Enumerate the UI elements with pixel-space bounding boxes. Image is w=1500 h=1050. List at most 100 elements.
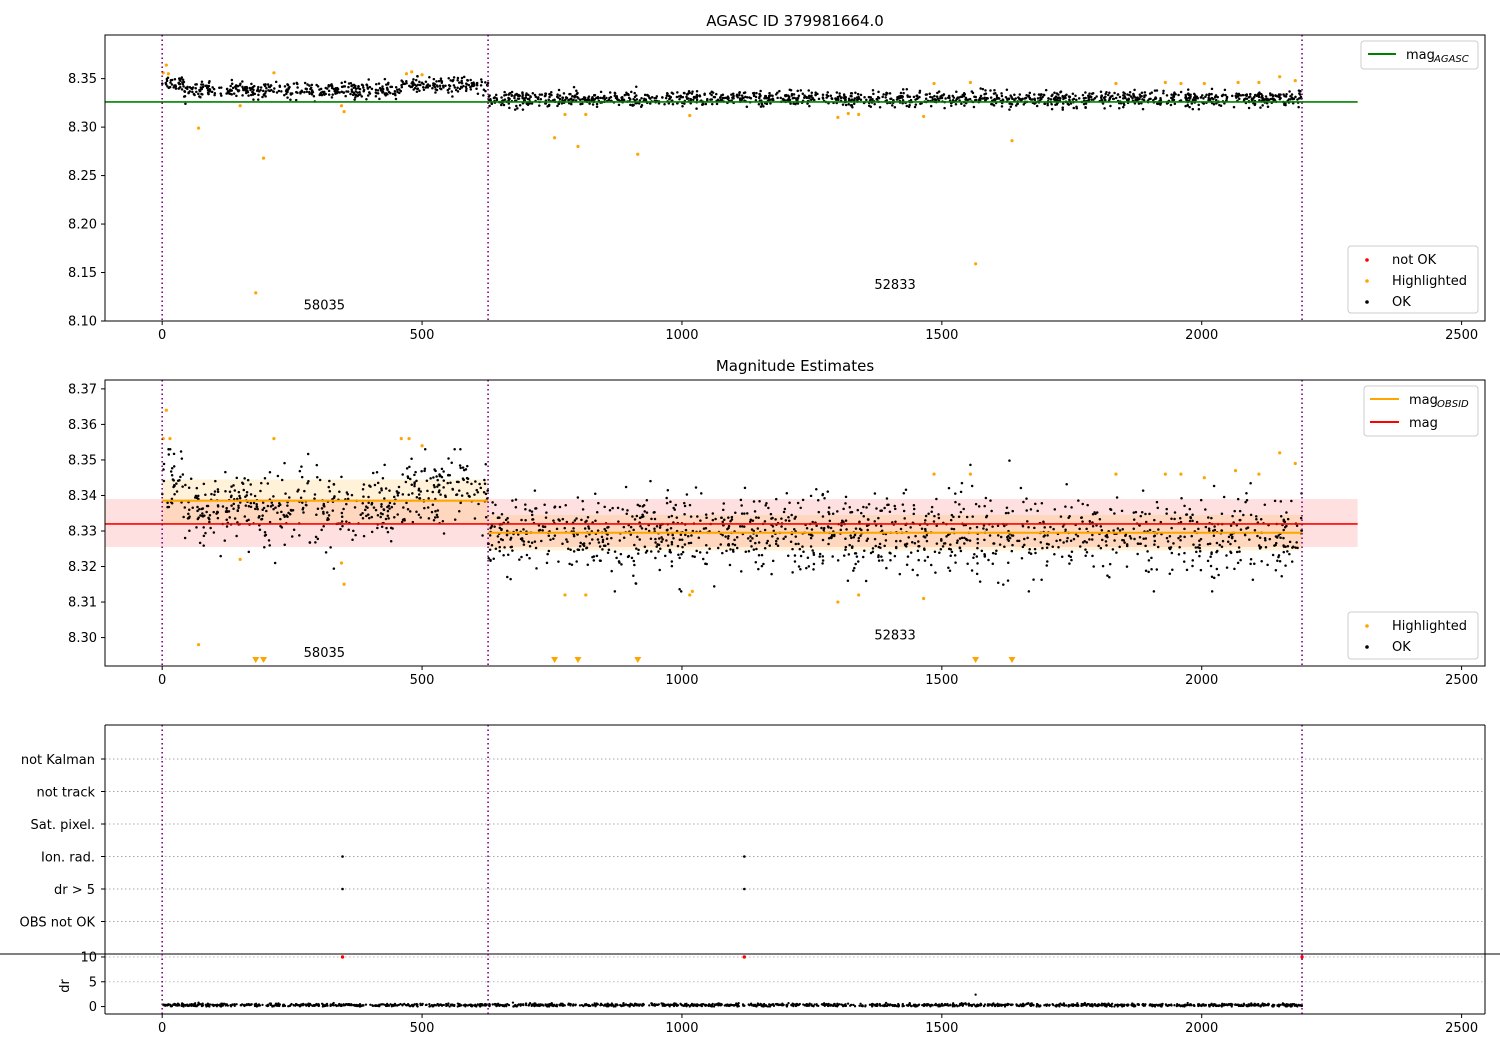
ok-data-point: [671, 533, 674, 537]
ok-data-point: [439, 77, 443, 80]
ok-data-point: [280, 478, 284, 482]
ok-data-point: [1105, 90, 1108, 94]
ok-data-point: [367, 495, 370, 499]
ok-data-point: [557, 560, 560, 563]
ok-data-point: [659, 547, 662, 550]
ok-data-point: [856, 508, 860, 512]
ok-data-point: [1189, 515, 1192, 519]
ok-data-point: [541, 525, 545, 528]
ok-data-point: [632, 559, 636, 563]
ok-data-point: [502, 103, 506, 107]
ok-data-point: [1194, 546, 1198, 549]
ok-data-point: [950, 513, 954, 517]
ok-data-point: [714, 517, 717, 521]
ok-data-point: [432, 518, 436, 522]
ok-data-point: [1041, 546, 1044, 550]
ok-data-point: [1100, 98, 1103, 101]
ok-data-point: [1114, 96, 1118, 100]
ok-data-point: [270, 501, 274, 504]
ok-data-point: [284, 492, 287, 495]
ok-data-point: [557, 88, 561, 92]
ok-data-point: [634, 582, 638, 585]
ok-data-point: [1197, 108, 1201, 111]
ok-data-point: [350, 493, 354, 497]
ok-data-point: [678, 538, 682, 542]
ok-data-point: [391, 92, 395, 96]
ok-data-point: [1230, 536, 1234, 540]
ok-data-point: [1284, 95, 1288, 98]
ok-data-point: [381, 512, 384, 516]
ok-data-point: [1298, 92, 1301, 95]
ok-data-point: [1201, 94, 1204, 97]
ok-data-point: [929, 95, 932, 99]
ok-data-point: [634, 85, 638, 88]
ok-data-point: [447, 91, 450, 94]
ok-data-point: [1275, 536, 1279, 539]
ok-data-point: [1008, 108, 1011, 111]
ok-data-point: [720, 516, 723, 520]
ok-data-point: [494, 547, 498, 551]
dr-data-point: [550, 1002, 553, 1005]
dr-data-point: [578, 1004, 582, 1007]
ok-data-point: [1230, 94, 1234, 98]
ok-data-point: [328, 490, 332, 493]
ok-data-point: [388, 501, 392, 505]
ok-data-point: [1088, 92, 1091, 95]
ok-data-point: [1264, 546, 1268, 549]
ok-data-point: [622, 525, 626, 529]
ok-data-point: [877, 516, 880, 520]
ok-data-point: [799, 506, 802, 510]
ok-data-point: [402, 82, 405, 86]
ok-data-point: [252, 501, 256, 505]
ok-data-point: [333, 495, 336, 498]
ok-data-point: [1122, 103, 1126, 107]
ok-data-point: [606, 542, 610, 546]
dr-data-point: [528, 1002, 532, 1005]
ok-data-point: [208, 514, 212, 517]
ok-data-point: [797, 94, 801, 97]
ok-data-point: [711, 518, 715, 522]
ok-data-point: [956, 539, 959, 542]
ok-data-point: [460, 86, 464, 89]
ok-data-point: [597, 501, 600, 505]
dr-data-point: [268, 1002, 271, 1005]
ok-data-point: [905, 563, 909, 566]
ok-data-point: [460, 494, 464, 497]
ok-data-point: [524, 503, 527, 506]
ok-data-point: [1260, 559, 1263, 563]
ok-data-point: [414, 470, 417, 474]
ok-data-point: [452, 84, 456, 87]
ok-data-point: [388, 507, 391, 510]
ok-data-point: [854, 562, 857, 566]
ok-data-point: [778, 89, 781, 93]
ok-data-point: [1208, 529, 1211, 532]
ok-data-point: [893, 504, 896, 508]
ok-data-point: [1099, 90, 1103, 94]
ok-data-point: [255, 89, 259, 93]
ok-data-point: [266, 504, 270, 508]
ok-data-point: [685, 95, 688, 99]
ok-data-point: [667, 515, 671, 519]
ok-data-point: [835, 91, 839, 94]
ok-data-point: [681, 95, 685, 99]
ok-data-point: [1008, 536, 1012, 540]
ok-data-point: [578, 98, 582, 102]
ok-data-point: [411, 81, 415, 85]
ok-data-point: [654, 556, 657, 560]
x-tick-label: 1000: [665, 673, 698, 688]
ok-data-point: [771, 535, 774, 538]
ok-data-point: [455, 493, 458, 497]
ok-data-point: [442, 86, 445, 89]
ok-data-point: [1108, 562, 1112, 566]
ok-data-point: [332, 567, 336, 570]
highlighted-data-point: [857, 112, 861, 117]
ok-data-point: [254, 507, 257, 511]
ok-data-point: [381, 85, 384, 88]
ok-data-point: [434, 88, 438, 91]
x-tick-label: 0: [158, 328, 166, 343]
ok-data-point: [183, 94, 187, 98]
x-tick-label: 2500: [1445, 673, 1478, 688]
ok-data-point: [711, 102, 714, 106]
ok-data-point: [244, 91, 248, 95]
